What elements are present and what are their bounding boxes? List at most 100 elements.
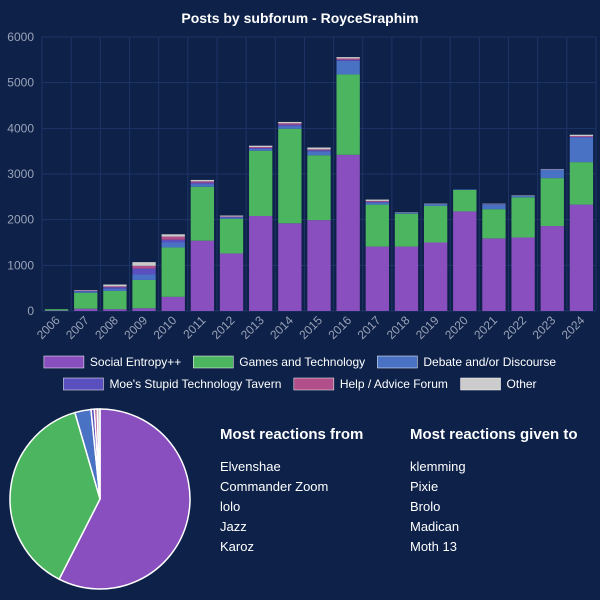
x-tick-label: 2014 bbox=[267, 313, 296, 342]
x-tick-label: 2013 bbox=[238, 313, 267, 342]
reactions-from-item: lolo bbox=[220, 499, 241, 514]
bar-segment bbox=[278, 123, 302, 125]
bar-segment bbox=[249, 148, 273, 151]
bar-segment bbox=[569, 134, 594, 137]
bar-segment bbox=[278, 223, 302, 311]
bar-segment bbox=[365, 199, 389, 201]
x-tick-label: 2007 bbox=[63, 313, 92, 342]
bar-segment bbox=[336, 154, 360, 311]
bar-segment bbox=[132, 279, 156, 309]
reactions-to-item: Moth 13 bbox=[410, 539, 457, 554]
legend-item[interactable]: Games and Technology bbox=[193, 355, 365, 369]
legend-label: Help / Advice Forum bbox=[340, 377, 448, 391]
bar-segment bbox=[44, 309, 69, 311]
bar-segment bbox=[278, 126, 302, 129]
bar-segment bbox=[569, 204, 594, 311]
bar-segment bbox=[336, 60, 360, 75]
bar-segment bbox=[540, 178, 564, 227]
x-tick-label: 2023 bbox=[530, 313, 559, 342]
bar-segment bbox=[307, 147, 331, 150]
bar-segment bbox=[103, 309, 127, 311]
x-tick-label: 2008 bbox=[92, 313, 121, 342]
bar-segment bbox=[190, 179, 215, 182]
chart-title: Posts by subforum - RoyceSraphim bbox=[181, 10, 418, 26]
y-tick-label: 4000 bbox=[7, 121, 34, 135]
bar-segment bbox=[569, 137, 594, 163]
bar-segment bbox=[453, 211, 477, 311]
x-tick-label: 2011 bbox=[180, 313, 208, 341]
bar-segment bbox=[278, 121, 302, 124]
x-tick-label: 2019 bbox=[413, 313, 442, 342]
bar-segment bbox=[278, 124, 302, 127]
bar-segment bbox=[307, 220, 331, 311]
bar-segment bbox=[132, 265, 156, 269]
pie-slice bbox=[58, 408, 191, 590]
bar-segment bbox=[161, 242, 185, 248]
legend-label: Moe's Stupid Technology Tavern bbox=[109, 377, 281, 391]
reactions-to-panel: Most reactions given to klemming Pixie B… bbox=[410, 426, 590, 557]
reactions-from-item: Karoz bbox=[220, 539, 254, 554]
bar-segment bbox=[74, 308, 98, 311]
reactions-from-item: Commander Zoom bbox=[220, 479, 329, 494]
reactions-from-panel: Most reactions from Elvenshae Commander … bbox=[220, 426, 400, 557]
bar-segment bbox=[190, 186, 215, 241]
bar-segment bbox=[132, 262, 156, 266]
y-tick-label: 2000 bbox=[7, 213, 34, 227]
bar-segment bbox=[336, 58, 360, 60]
bar-segment bbox=[365, 204, 389, 247]
legend-item[interactable]: Social Entropy++ bbox=[43, 355, 181, 369]
bar-segment bbox=[307, 151, 331, 156]
pie-slice bbox=[96, 408, 101, 500]
legend-item[interactable]: Other bbox=[460, 377, 537, 391]
bar-segment bbox=[132, 268, 156, 275]
bar-segment bbox=[365, 200, 389, 202]
legend-swatch bbox=[377, 355, 418, 369]
reactions-to-item: Madican bbox=[410, 519, 460, 534]
x-axis: 2006 2007 2008 2009 2010 2011 2012 2013 2014 2015… bbox=[34, 313, 588, 342]
legend-label: Social Entropy++ bbox=[90, 355, 181, 369]
bar-segment bbox=[190, 182, 215, 185]
reactions-from-item: Elvenshae bbox=[220, 459, 281, 474]
bar-segment bbox=[219, 217, 244, 219]
legend-label: Debate and/or Discourse bbox=[423, 355, 556, 369]
bar-segment bbox=[219, 218, 244, 254]
legend-item[interactable]: Moe's Stupid Technology Tavern bbox=[63, 377, 281, 391]
bar-segment bbox=[307, 149, 331, 151]
y-axis: 0 1000 2000 3000 4000 5000 6000 bbox=[7, 30, 34, 318]
bar-segment bbox=[103, 288, 127, 291]
bar-segment bbox=[336, 57, 360, 59]
bar-segment bbox=[482, 204, 506, 210]
y-tick-label: 1000 bbox=[7, 258, 34, 272]
reactions-to-list: klemming Pixie Brolo Madican Moth 13 bbox=[410, 457, 590, 557]
legend-label: Other bbox=[507, 377, 537, 391]
bar-segment bbox=[482, 238, 506, 311]
bar-segment bbox=[423, 242, 448, 311]
legend-swatch bbox=[63, 377, 104, 391]
bar-segment bbox=[423, 205, 448, 243]
bar-segment bbox=[307, 155, 331, 221]
bar-segment bbox=[132, 274, 156, 280]
bar-segment bbox=[190, 240, 215, 311]
reactions-from-title: Most reactions from bbox=[220, 426, 364, 443]
legend-label: Games and Technology bbox=[239, 355, 365, 369]
bar-segment bbox=[336, 74, 360, 155]
pie-slice bbox=[9, 411, 101, 581]
legend-swatch bbox=[460, 377, 501, 391]
bar-segment bbox=[74, 292, 98, 309]
x-tick-label: 2006 bbox=[34, 313, 63, 342]
bar-segment bbox=[219, 215, 244, 217]
x-tick-label: 2022 bbox=[500, 313, 529, 342]
legend-item[interactable]: Help / Advice Forum bbox=[293, 377, 448, 391]
bar-segment bbox=[132, 308, 156, 311]
bar-segment bbox=[336, 59, 360, 61]
pie-chart bbox=[9, 408, 191, 590]
reactions-from-list: Elvenshae Commander Zoom lolo Jazz Karoz bbox=[220, 457, 400, 557]
bar-segment bbox=[482, 209, 506, 239]
legend-item[interactable]: Debate and/or Discourse bbox=[377, 355, 556, 369]
bar-segment bbox=[161, 236, 185, 240]
reactions-to-item: Pixie bbox=[410, 479, 439, 494]
bar-segment bbox=[249, 147, 273, 148]
bar-segment bbox=[394, 213, 419, 247]
y-tick-label: 0 bbox=[27, 304, 34, 318]
